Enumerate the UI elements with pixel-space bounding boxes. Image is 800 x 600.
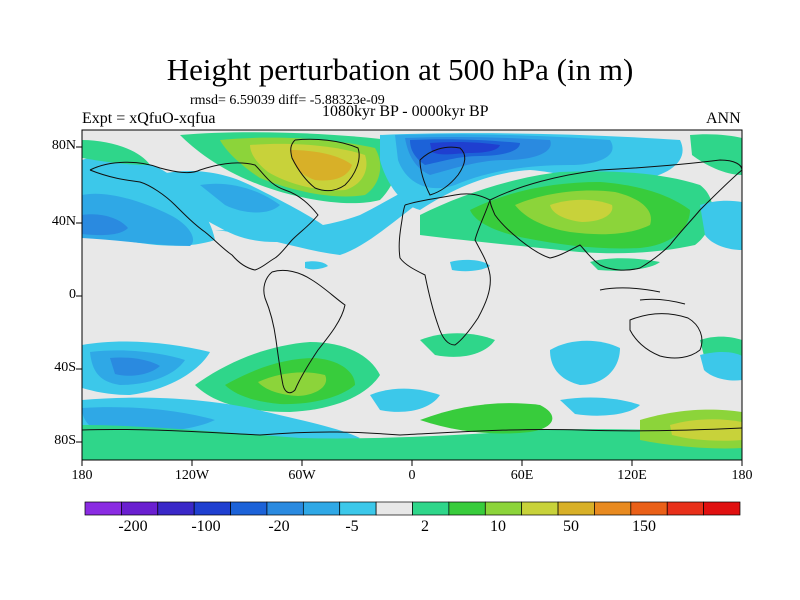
contour-npac-right (700, 200, 742, 250)
contour-antarctic-blue-right (560, 397, 640, 416)
rmsd-stats: rmsd= 6.59039 diff= -5.88323e-09 (190, 93, 385, 108)
plot-title: Height perturbation at 500 hPa (in m) (166, 52, 634, 87)
x-label-120w: 120W (174, 468, 210, 483)
coast-north-america (89, 161, 319, 271)
coast-australia (629, 313, 703, 359)
coastlines (82, 138, 742, 436)
colorbar-swatch (157, 501, 195, 516)
colorbar-label-7: 150 (632, 518, 656, 535)
contour-greenland-gold (290, 150, 352, 181)
x-label-0: 0 (408, 468, 416, 483)
colorbar-swatch (121, 501, 159, 516)
colorbar-label-5: 10 (490, 518, 506, 535)
period-label: 1080kyr BP - 0000kyr BP (322, 103, 489, 120)
contour-npac-blue3 (82, 214, 128, 236)
colorbar-swatch (703, 501, 741, 516)
season-label: ANN (706, 110, 741, 127)
colorbar-swatch (557, 501, 595, 516)
coast-south-america (263, 269, 346, 394)
colorbar-label-0: -200 (118, 518, 148, 535)
y-label-40s: 40S (54, 360, 76, 375)
y-label-40n: 40N (51, 214, 76, 229)
colorbar-label-4: 2 (421, 518, 429, 535)
y-label-80n: 80N (51, 138, 76, 153)
colorbar-swatch (484, 501, 523, 516)
contour-satl-blue (370, 388, 440, 412)
colorbar-swatch (230, 501, 268, 516)
x-label-180e: 180 (731, 468, 753, 483)
colorbar-swatch (302, 501, 341, 516)
contour-antarctic-yellow (670, 419, 742, 441)
colorbar-label-6: 50 (563, 518, 579, 535)
contour-antarctic-green (82, 425, 742, 460)
coast-europe-africa (398, 193, 491, 346)
y-label-80s: 80S (54, 433, 76, 448)
colorbar-swatch (266, 501, 304, 516)
colorbar-swatch (84, 501, 122, 516)
coast-asia (489, 159, 742, 271)
contour-gulf-blue (305, 261, 328, 270)
contour-arctic-right (690, 134, 742, 175)
colorbar-swatch (375, 501, 413, 516)
colorbar-swatch (193, 501, 231, 516)
y-label-0: 0 (69, 287, 76, 302)
contour-spac-blue3 (110, 357, 160, 376)
contour-atl-light (215, 162, 540, 255)
contour-scandinavia-core (430, 141, 500, 155)
coast-indonesia (599, 287, 686, 305)
coast-greenland (290, 138, 360, 192)
colorbar-swatch (521, 501, 559, 516)
colorbar-swatch (339, 501, 377, 516)
contour-antarctic-green2 (420, 403, 553, 434)
coast-scandinavia (419, 146, 466, 196)
contour-alaska-green (82, 140, 150, 165)
x-label-60w: 60W (288, 468, 316, 483)
colorbar-swatch (666, 501, 704, 516)
colorbar-swatch (594, 501, 632, 516)
coast-antarctica (82, 427, 742, 436)
height-field (82, 132, 742, 460)
colorbar-swatch (630, 501, 668, 516)
contour-canada-blue2 (200, 183, 280, 213)
colorbar-swatch (448, 501, 486, 516)
experiment-label: Expt = xQfuO-xqfua (82, 110, 216, 127)
x-label-120e: 120E (617, 468, 647, 483)
contour-samerica-lime (258, 372, 327, 396)
contour-africa-blue (450, 259, 490, 272)
colorbar-label-3: -5 (345, 518, 359, 535)
contour-indian-blue (550, 340, 620, 385)
contour-asia-yellow (550, 199, 613, 222)
axis-ticks (76, 146, 743, 466)
contour-tasman-blue (700, 352, 742, 381)
x-label-180w: 180 (71, 468, 93, 483)
colorbar (84, 501, 741, 516)
contour-indian-green (420, 333, 495, 357)
colorbar-swatch (412, 501, 450, 516)
colorbar-label-1: -100 (191, 518, 221, 535)
colorbar-label-2: -20 (268, 518, 290, 535)
x-label-60e: 60E (510, 468, 534, 483)
